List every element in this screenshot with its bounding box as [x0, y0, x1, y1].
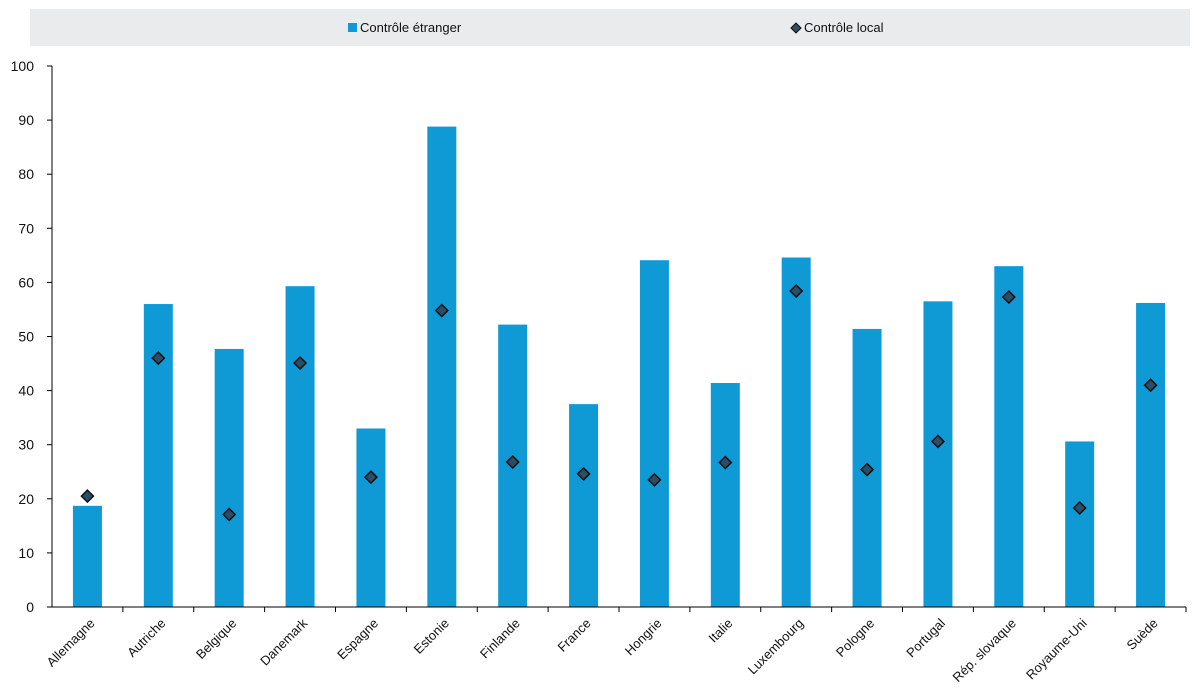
x-tick-label: Autriche [124, 616, 168, 660]
marker-local-control [860, 462, 875, 477]
y-tick-label: 50 [18, 329, 34, 345]
bar-foreign-control [710, 383, 740, 607]
legend-swatch-bar [348, 23, 357, 32]
marker-local-control [222, 507, 237, 522]
x-tick-label: Royaume-Uni [1023, 615, 1090, 682]
marker-local-control [647, 472, 662, 487]
bar-foreign-control [285, 286, 315, 607]
bar-foreign-control [1065, 441, 1095, 607]
marker-local-control [576, 466, 591, 481]
bar-foreign-control [923, 301, 953, 607]
bar-foreign-control [427, 126, 457, 607]
y-tick-label: 0 [26, 599, 34, 615]
marker-local-control [789, 283, 804, 299]
marker-local-control [434, 303, 449, 318]
bar-foreign-control [569, 404, 599, 607]
y-tick-label: 100 [11, 58, 35, 74]
bar-foreign-control [143, 304, 173, 607]
x-tick-label: Pologne [833, 616, 877, 660]
x-tick-label: Allemagne [44, 616, 98, 670]
x-tick-label: Estonie [411, 616, 452, 657]
bar-foreign-control [214, 348, 244, 607]
x-tick-label: Rép. slovaque [950, 616, 1019, 685]
y-tick-label: 70 [18, 220, 34, 236]
marker-local-control [80, 489, 95, 504]
bar-foreign-control [994, 266, 1024, 607]
x-tick-label: Luxembourg [745, 616, 807, 678]
y-axis: 0 10 20 30 40 50 60 70 80 90 100 [11, 58, 53, 615]
x-tick-label: Finlande [477, 616, 523, 662]
marker-local-control [151, 351, 166, 366]
bars-foreign-control [72, 126, 1166, 607]
y-tick-label: 40 [18, 383, 34, 399]
bar-foreign-control [72, 505, 102, 607]
marker-local-control [505, 454, 520, 470]
y-tick-label: 10 [18, 545, 34, 561]
bar-foreign-control [356, 428, 386, 607]
y-tick-label: 60 [18, 274, 34, 290]
x-tick-label: Portugal [903, 615, 948, 660]
legend-item-local-control: Contrôle local [790, 20, 884, 35]
bar-foreign-control [1136, 302, 1166, 607]
x-tick-label: Belgique [193, 616, 239, 662]
marker-local-control [1001, 289, 1016, 305]
x-tick-label: Suède [1123, 616, 1160, 653]
legend-item-foreign-control: Contrôle étranger [348, 20, 461, 35]
legend: Contrôle étranger Contrôle local [30, 9, 1190, 46]
bar-foreign-control [639, 260, 669, 607]
x-axis: Allemagne Autriche Belgique Danemark Espagne… [44, 606, 1187, 685]
y-tick-label: 90 [18, 112, 34, 128]
x-tick-label: Hongrie [622, 616, 665, 659]
legend-label-foreign-control: Contrôle étranger [360, 20, 462, 35]
marker-local-control [1143, 378, 1158, 393]
y-tick-label: 80 [18, 166, 34, 182]
y-tick-label: 20 [18, 491, 34, 507]
marker-local-control [930, 434, 945, 449]
marker-local-control [718, 455, 733, 470]
x-tick-label: Italie [705, 616, 735, 646]
bar-foreign-control [781, 257, 811, 607]
x-tick-label: Espagne [334, 616, 381, 663]
marker-local-control [363, 470, 378, 485]
x-tick-label: Danemark [257, 615, 310, 668]
markers-local-control [80, 283, 1158, 522]
marker-local-control [1072, 500, 1087, 516]
legend-label-local-control: Contrôle local [804, 20, 884, 35]
marker-local-control [293, 355, 308, 371]
y-tick-label: 30 [18, 437, 34, 453]
x-tick-label: France [554, 616, 593, 655]
